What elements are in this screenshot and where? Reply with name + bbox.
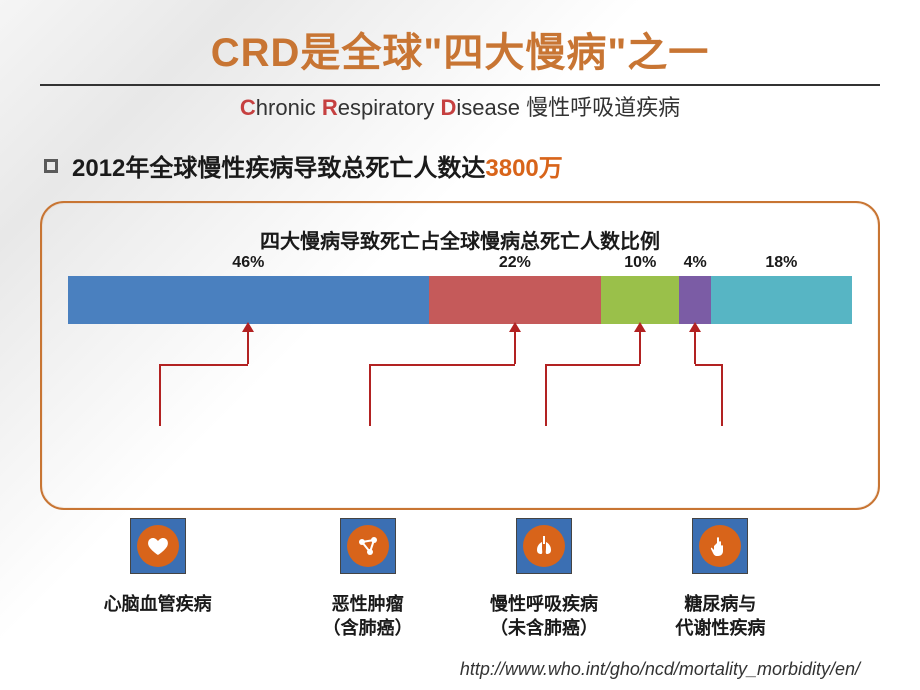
segment-label: 46% <box>232 254 264 272</box>
bar-segment: 46% <box>68 276 429 324</box>
chart-title: 四大慢病导致死亡占全球慢病总死亡人数比例 <box>68 225 852 254</box>
bullet-marker-icon <box>44 159 58 173</box>
headline-stat: 2012年全球慢性疾病导致总死亡人数达3800万 <box>40 148 880 183</box>
page-title: CRD是全球"四大慢病"之一 <box>40 20 880 78</box>
segment-label: 22% <box>499 254 531 272</box>
category-label: 慢性呼吸疾病（未含肺癌） <box>459 592 629 641</box>
subtitle-d: D <box>440 95 456 120</box>
subtitle-r-rest: espiratory <box>338 95 441 120</box>
source-citation: http://www.who.int/gho/ncd/mortality_mor… <box>460 659 860 680</box>
segment-label: 18% <box>765 254 797 272</box>
bar-segment: 10% <box>601 276 679 324</box>
headline-pre: 2012年全球慢性疾病导致总死亡人数达 <box>72 148 485 183</box>
title-quote-close: " <box>607 31 627 75</box>
heart-icon <box>130 518 186 574</box>
title-quote-open: " <box>423 31 443 75</box>
category-label: 心脑血管疾病 <box>73 592 243 616</box>
headline-highlight: 3800万 <box>485 148 562 183</box>
nodes-icon <box>340 518 396 574</box>
subtitle-c-rest: hronic <box>256 95 322 120</box>
lungs-icon <box>516 518 572 574</box>
category-label: 糖尿病与代谢性疾病 <box>635 592 805 641</box>
callout-lines <box>68 324 852 404</box>
bar-segment: 18% <box>711 276 852 324</box>
category-card: 恶性肿瘤（含肺癌） <box>283 518 453 641</box>
title-prefix: CRD是全球 <box>211 31 424 75</box>
hand-icon <box>692 518 748 574</box>
bar-segment: 4% <box>679 276 710 324</box>
subtitle-cn: 慢性呼吸道疾病 <box>526 95 680 120</box>
subtitle-c: C <box>240 95 256 120</box>
category-label: 恶性肿瘤（含肺癌） <box>283 592 453 641</box>
chart-container: 四大慢病导致死亡占全球慢病总死亡人数比例 46%22%10%4%18% <box>40 201 880 510</box>
title-suffix: 之一 <box>627 31 709 75</box>
category-card: 心脑血管疾病 <box>73 518 243 616</box>
stacked-bar: 46%22%10%4%18% <box>68 276 852 324</box>
segment-label: 4% <box>684 254 707 272</box>
category-card: 糖尿病与代谢性疾病 <box>635 518 805 641</box>
segment-label: 10% <box>624 254 656 272</box>
subtitle: Chronic Respiratory Disease 慢性呼吸道疾病 <box>40 90 880 122</box>
bar-segment: 22% <box>429 276 601 324</box>
category-card: 慢性呼吸疾病（未含肺癌） <box>459 518 629 641</box>
subtitle-r: R <box>322 95 338 120</box>
subtitle-d-rest: isease <box>456 95 526 120</box>
slide: CRD是全球"四大慢病"之一 Chronic Respiratory Disea… <box>0 0 920 690</box>
title-mid: 四大慢病 <box>443 31 607 75</box>
title-divider <box>40 84 880 86</box>
